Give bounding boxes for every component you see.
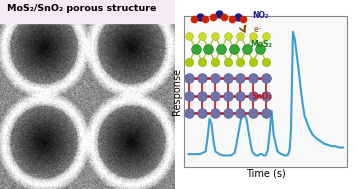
Text: MoS₂: MoS₂ <box>250 40 272 49</box>
Text: e⁻: e⁻ <box>254 25 262 34</box>
Y-axis label: Response: Response <box>171 68 182 115</box>
X-axis label: Time (s): Time (s) <box>246 169 286 179</box>
Bar <box>0 0 175 23</box>
Text: MoS₂/SnO₂ porous structure: MoS₂/SnO₂ porous structure <box>7 4 156 13</box>
Text: SnO₂: SnO₂ <box>252 92 272 101</box>
Text: NO₂: NO₂ <box>252 11 268 20</box>
